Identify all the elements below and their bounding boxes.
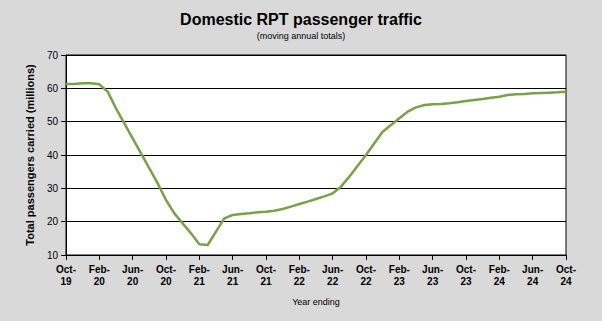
svg-text:21: 21: [194, 276, 206, 287]
svg-text:Oct-: Oct-: [556, 264, 576, 275]
svg-text:10: 10: [47, 250, 59, 261]
svg-text:23: 23: [394, 276, 406, 287]
svg-text:Feb-: Feb-: [289, 264, 310, 275]
svg-text:20: 20: [94, 276, 106, 287]
svg-text:Jun-: Jun-: [422, 264, 443, 275]
svg-text:20: 20: [47, 216, 59, 227]
svg-text:Domestic RPT passenger traffic: Domestic RPT passenger traffic: [180, 11, 422, 28]
svg-text:21: 21: [260, 276, 272, 287]
svg-text:23: 23: [427, 276, 439, 287]
svg-text:60: 60: [47, 83, 59, 94]
svg-text:Jun-: Jun-: [522, 264, 543, 275]
svg-text:Oct-: Oct-: [56, 264, 76, 275]
svg-text:Jun-: Jun-: [322, 264, 343, 275]
svg-text:Feb-: Feb-: [189, 264, 210, 275]
svg-text:70: 70: [47, 50, 59, 61]
svg-text:(moving annual totals): (moving annual totals): [257, 31, 346, 41]
svg-text:40: 40: [47, 150, 59, 161]
svg-text:21: 21: [227, 276, 239, 287]
svg-text:20: 20: [160, 276, 172, 287]
svg-text:Jun-: Jun-: [122, 264, 143, 275]
svg-text:Feb-: Feb-: [389, 264, 410, 275]
svg-text:Oct-: Oct-: [156, 264, 176, 275]
svg-text:19: 19: [60, 276, 72, 287]
svg-text:Oct-: Oct-: [256, 264, 276, 275]
svg-text:24: 24: [494, 276, 506, 287]
svg-text:23: 23: [460, 276, 472, 287]
svg-text:Feb-: Feb-: [89, 264, 110, 275]
svg-text:Jun-: Jun-: [222, 264, 243, 275]
svg-text:20: 20: [127, 276, 139, 287]
svg-text:24: 24: [560, 276, 572, 287]
svg-text:Feb-: Feb-: [489, 264, 510, 275]
svg-text:30: 30: [47, 183, 59, 194]
svg-text:Oct-: Oct-: [356, 264, 376, 275]
svg-text:22: 22: [294, 276, 306, 287]
svg-text:22: 22: [327, 276, 339, 287]
svg-text:Oct-: Oct-: [456, 264, 476, 275]
svg-text:Total passengers carried (mill: Total passengers carried (millions): [24, 64, 36, 246]
svg-text:50: 50: [47, 116, 59, 127]
svg-text:Year ending: Year ending: [292, 297, 340, 307]
svg-text:22: 22: [360, 276, 372, 287]
svg-text:24: 24: [527, 276, 539, 287]
